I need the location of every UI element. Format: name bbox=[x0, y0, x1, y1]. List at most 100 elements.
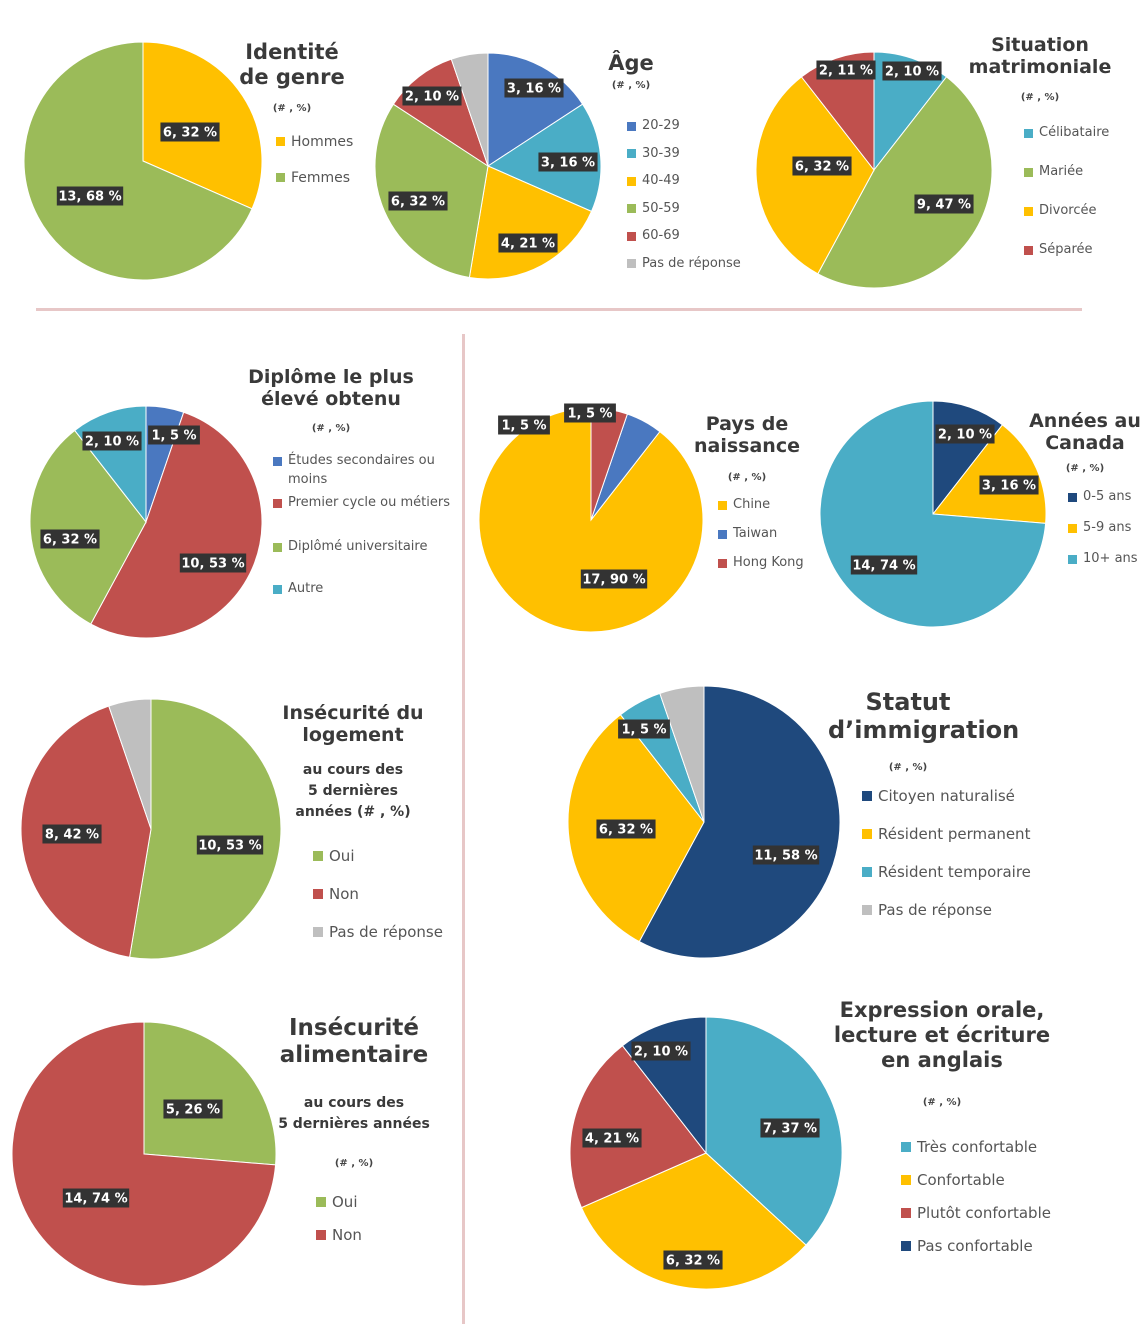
legend-swatch bbox=[901, 1175, 911, 1186]
chart-title-immigration: Statut d’immigration bbox=[828, 688, 1020, 745]
chart-units-genre: (# , %) bbox=[272, 103, 312, 114]
legend-label: Études secondaires ou moins bbox=[288, 453, 435, 487]
legend-swatch bbox=[273, 456, 282, 466]
legend-label: Diplômé universitaire bbox=[288, 539, 428, 554]
data-label-age-4: 2, 10 % bbox=[402, 86, 462, 106]
legend-label: Femmes bbox=[291, 170, 351, 186]
svg-text:13, 68 %: 13, 68 % bbox=[58, 190, 121, 205]
legend-label: 40-49 bbox=[642, 173, 680, 188]
legend-item-matrimoniale-1: Mariée bbox=[1024, 163, 1083, 182]
legend-item-genre-0: Hommes bbox=[276, 132, 353, 152]
chart-title-alimentaire: Insécurité alimentaire bbox=[279, 1015, 429, 1069]
legend-swatch bbox=[1068, 523, 1077, 533]
legend-label: Pas de réponse bbox=[329, 923, 443, 941]
legend-label: Non bbox=[332, 1226, 362, 1244]
legend-item-age-4: 60-69 bbox=[627, 227, 680, 246]
legend-label: 30-39 bbox=[642, 145, 680, 161]
legend-swatch bbox=[627, 121, 636, 131]
legend-swatch bbox=[313, 927, 323, 938]
chart-title-anglais: Expression orale, lecture et écriture en a… bbox=[833, 998, 1051, 1072]
legend-swatch bbox=[1068, 492, 1077, 502]
svg-text:6, 32 %: 6, 32 % bbox=[43, 533, 97, 548]
data-label-logement-1: 8, 42 % bbox=[42, 824, 102, 844]
legend-label: Hommes bbox=[291, 134, 354, 150]
data-label-matrimoniale-2: 6, 32 % bbox=[792, 156, 852, 176]
svg-text:7, 37 %: 7, 37 % bbox=[763, 1122, 817, 1137]
legend-swatch bbox=[901, 1142, 911, 1153]
svg-text:2, 10 %: 2, 10 % bbox=[85, 435, 139, 450]
legend-item-anglais-0: Très confortable bbox=[901, 1137, 1037, 1159]
legend-item-logement-0: Oui bbox=[313, 846, 354, 868]
legend-item-diplome-0: Études secondaires ou moins bbox=[273, 452, 453, 490]
legend-label: Non bbox=[329, 885, 359, 903]
legend-swatch bbox=[627, 231, 636, 241]
slice-annees-1 bbox=[932, 424, 1047, 524]
legend-item-annees-1: 5-9 ans bbox=[1068, 519, 1131, 538]
svg-text:9, 47 %: 9, 47 % bbox=[917, 198, 971, 213]
legend-label: Plutôt confortable bbox=[917, 1204, 1051, 1222]
data-label-pays-2: 1, 5 % bbox=[564, 403, 616, 423]
svg-text:5, 26 %: 5, 26 % bbox=[166, 1103, 220, 1118]
legend-swatch bbox=[862, 905, 872, 916]
chart-title-diplome: Diplôme le plus élevé obtenu bbox=[248, 366, 414, 411]
legend-item-annees-2: 10+ ans bbox=[1068, 550, 1138, 569]
data-label-annees-2: 14, 74 % bbox=[850, 555, 918, 575]
data-label-diplome-1: 10, 53 % bbox=[179, 553, 247, 573]
svg-text:11, 58 %: 11, 58 % bbox=[754, 849, 817, 864]
data-label-anglais-3: 2, 10 % bbox=[631, 1041, 691, 1061]
svg-text:6, 32 %: 6, 32 % bbox=[163, 126, 217, 141]
legend-label: Célibataire bbox=[1039, 125, 1110, 140]
legend-item-age-1: 30-39 bbox=[627, 145, 680, 164]
legend-item-immigration-2: Résident temporaire bbox=[862, 862, 1031, 884]
data-label-age-1: 3, 16 % bbox=[538, 152, 598, 172]
svg-text:6, 32 %: 6, 32 % bbox=[391, 195, 445, 210]
svg-text:1, 5 %: 1, 5 % bbox=[567, 407, 612, 422]
legend-item-anglais-2: Plutôt confortable bbox=[901, 1203, 1051, 1225]
legend-label: 50-59 bbox=[642, 200, 680, 216]
legend-item-age-0: 20-29 bbox=[627, 117, 680, 136]
legend-label: 60-69 bbox=[642, 228, 680, 243]
data-label-immigration-0: 11, 58 % bbox=[752, 845, 820, 865]
legend-item-pays-0: Chine bbox=[718, 496, 770, 515]
slice-age-4 bbox=[392, 58, 489, 168]
legend-item-pays-2: Hong Kong bbox=[718, 554, 804, 573]
legend-label: Premier cycle ou métiers bbox=[288, 495, 450, 510]
data-label-age-3: 6, 32 % bbox=[388, 191, 448, 211]
legend-item-anglais-3: Pas confortable bbox=[901, 1236, 1033, 1258]
slice-logement-2 bbox=[108, 698, 152, 830]
legend-swatch bbox=[313, 889, 323, 900]
legend-swatch bbox=[627, 259, 636, 269]
slice-matrimoniale-3 bbox=[800, 51, 875, 172]
data-label-pays-0: 17, 90 % bbox=[580, 569, 648, 589]
slice-immigration-0 bbox=[638, 685, 841, 959]
chart-title-pays: Pays de naissance bbox=[694, 413, 800, 458]
legend-swatch bbox=[1068, 554, 1077, 564]
legend-swatch bbox=[1024, 206, 1033, 216]
legend-item-age-5: Pas de réponse bbox=[627, 255, 741, 274]
legend-label: Oui bbox=[329, 847, 355, 865]
legend-item-diplome-3: Autre bbox=[273, 580, 323, 599]
svg-text:2, 10 %: 2, 10 % bbox=[938, 428, 992, 443]
legend-item-immigration-1: Résident permanent bbox=[862, 824, 1030, 846]
legend-label: 5-9 ans bbox=[1083, 520, 1132, 535]
chart-title-genre: Identité de genre bbox=[239, 40, 345, 89]
slice-matrimoniale-0 bbox=[873, 51, 948, 172]
legend-item-annees-0: 0-5 ans bbox=[1068, 488, 1131, 507]
legend-item-age-3: 50-59 bbox=[627, 200, 680, 219]
slice-logement-0 bbox=[129, 698, 282, 960]
chart-subtitle-logement: au cours des 5 dernières années (# , %) bbox=[295, 762, 411, 820]
svg-text:3, 16 %: 3, 16 % bbox=[507, 82, 561, 97]
legend-swatch bbox=[627, 176, 636, 186]
data-label-age-2: 4, 21 % bbox=[498, 233, 558, 253]
legend-swatch bbox=[627, 149, 636, 159]
legend-label: Divorcée bbox=[1039, 203, 1097, 218]
legend-label: Citoyen naturalisé bbox=[878, 787, 1015, 805]
data-label-pays-1: 1, 5 % bbox=[498, 415, 550, 435]
